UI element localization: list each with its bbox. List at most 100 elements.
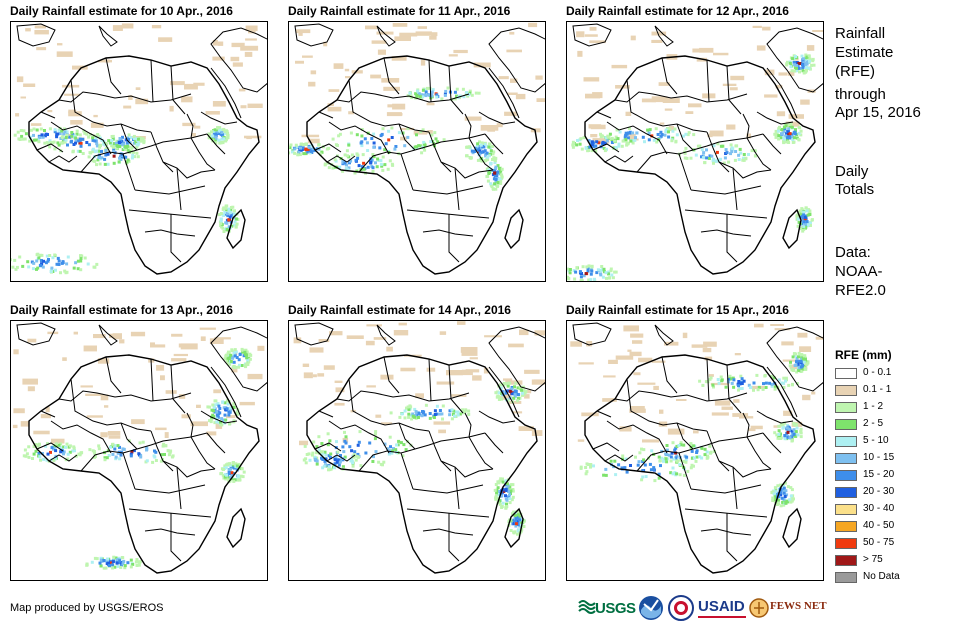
rain-cell [424, 94, 428, 98]
rain-cell [167, 453, 171, 457]
rain-cell [53, 130, 57, 134]
side-title-line1: Rainfall [835, 25, 886, 42]
rain-cell [418, 95, 422, 99]
rain-cell [78, 137, 82, 141]
rain-cell [603, 149, 607, 153]
rain-cell [15, 113, 20, 117]
rain-cell [521, 393, 524, 397]
rain-cell [315, 445, 319, 449]
rain-cell [438, 409, 442, 412]
rain-cell [32, 452, 36, 456]
rain-cell [214, 141, 218, 145]
rain-cell [222, 468, 225, 471]
rain-cell [609, 459, 613, 463]
rain-cell [421, 410, 424, 413]
rain-cell [246, 358, 250, 362]
rain-cell [299, 440, 309, 446]
rain-cell [126, 158, 130, 162]
rain-cell [133, 155, 137, 159]
rain-cell [651, 31, 667, 36]
rain-cell [379, 159, 383, 163]
coastline [782, 208, 802, 250]
rain-cell [694, 153, 698, 157]
rain-cell [303, 444, 307, 448]
rain-cell [514, 517, 518, 521]
rain-cell [651, 39, 663, 43]
rain-cell [93, 114, 98, 118]
rain-cell [126, 148, 130, 152]
rain-cell [590, 265, 594, 269]
rain-cell [26, 260, 30, 264]
rain-cell [643, 140, 646, 144]
rain-cell [588, 145, 592, 149]
rain-cell [764, 69, 775, 76]
rain-cell [219, 132, 223, 136]
rain-cell [783, 437, 787, 441]
rain-cell [45, 458, 49, 462]
rain-cell [372, 155, 376, 159]
rain-cell [582, 136, 586, 140]
rain-cell [435, 404, 439, 408]
rain-cell [461, 408, 465, 412]
rain-cell [350, 449, 354, 453]
rain-cell [783, 137, 786, 141]
rain-cell [670, 139, 674, 143]
panel-title: Daily Rainfall estimate for 12 Apr., 201… [566, 4, 789, 18]
rain-cell [667, 453, 671, 457]
rain-cell [791, 141, 795, 144]
rain-cell [320, 442, 324, 445]
rain-cell [799, 133, 803, 137]
rain-cell [785, 493, 789, 497]
rain-cell [239, 474, 243, 478]
rain-cell [212, 40, 218, 46]
rain-cell [95, 144, 99, 148]
rain-cell [135, 145, 139, 149]
rain-cell [344, 68, 350, 72]
rain-cell [105, 142, 108, 146]
rain-cell [589, 40, 606, 44]
rain-cell [233, 478, 237, 482]
rain-cell [151, 460, 155, 464]
rain-cell [425, 86, 429, 90]
country-border [186, 412, 216, 470]
rain-cell [507, 92, 518, 95]
rain-cell [712, 385, 715, 389]
rain-cell [652, 467, 656, 471]
rain-cell [460, 347, 478, 353]
rain-cell [415, 133, 418, 137]
coastline [306, 55, 538, 275]
country-border [348, 378, 430, 432]
rain-cell [400, 367, 416, 372]
rain-cell [104, 149, 108, 152]
rain-cell [234, 217, 238, 221]
rain-cell [780, 496, 784, 500]
rain-cell [634, 455, 637, 459]
rain-cell [805, 220, 809, 224]
rain-cell [29, 128, 33, 132]
rain-cell [589, 272, 593, 276]
rain-cell [372, 132, 376, 136]
country-border [742, 113, 772, 171]
rain-cell [787, 127, 791, 131]
country-border [606, 420, 668, 454]
rain-cell [87, 155, 91, 159]
rain-cell [112, 142, 116, 146]
rain-cell [519, 329, 529, 336]
rain-cell [126, 561, 130, 565]
rain-cell [589, 26, 597, 31]
rain-cell [629, 139, 633, 143]
rain-cell [376, 157, 380, 161]
rain-cell [377, 460, 381, 464]
rain-cell [105, 562, 109, 565]
rain-cell [323, 450, 327, 454]
rain-cell [480, 125, 499, 131]
rain-cell [700, 446, 704, 450]
rain-cell [501, 501, 505, 505]
rain-cell [47, 110, 53, 113]
rain-cell [785, 63, 789, 67]
rain-cell [415, 31, 432, 36]
rain-cell [613, 270, 617, 274]
rain-cell [496, 390, 500, 394]
rain-cell [635, 131, 639, 135]
map-background [11, 22, 267, 281]
